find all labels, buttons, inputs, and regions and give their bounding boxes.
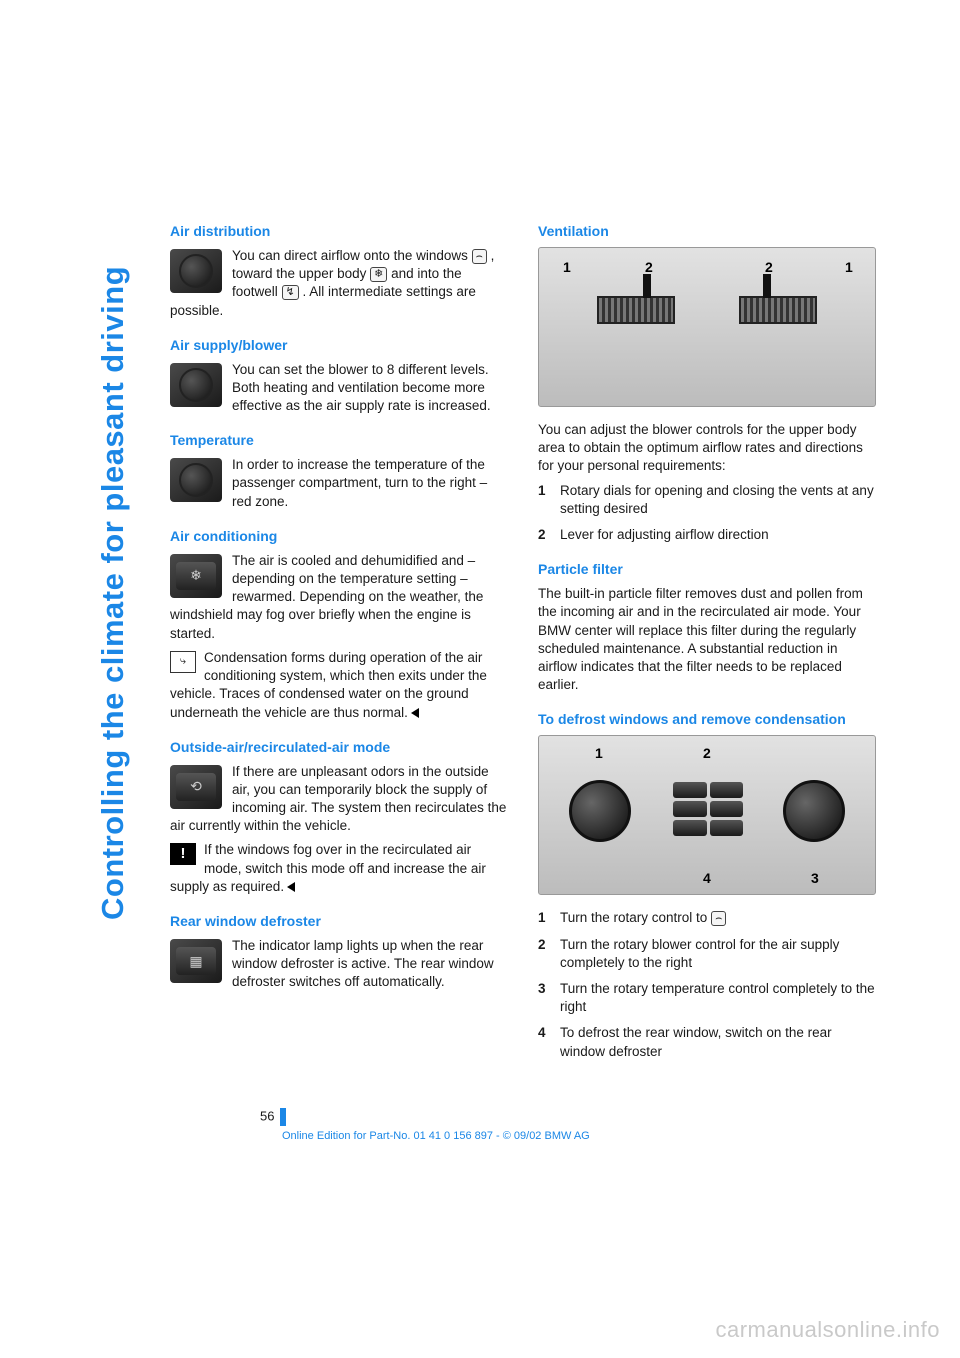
air-supply-text: You can set the blower to 8 different le…	[232, 362, 491, 413]
section-temperature: Temperature In order to increase the tem…	[170, 431, 508, 511]
list-num: 1	[538, 909, 560, 927]
list-text: Turn the rotary control to	[560, 910, 711, 925]
section-defrost: To defrost windows and remove condensati…	[538, 710, 876, 1060]
heading-air-conditioning: Air conditioning	[170, 527, 508, 546]
recirc-warn-block: ! If the windows fog over in the recircu…	[170, 841, 508, 896]
list-text: Lever for adjusting airflow direction	[560, 526, 769, 544]
recirc-button-icon: ⟲	[170, 765, 222, 809]
list-text: Turn the rotary blower control for the a…	[560, 936, 876, 972]
page-number-bar-icon	[280, 1108, 286, 1126]
list-item: 2Turn the rotary blower control for the …	[538, 936, 876, 972]
rear-defrost-text: The indicator lamp lights up when the re…	[232, 938, 494, 989]
rear-defrost-block: ▦ The indicator lamp lights up when the …	[170, 937, 508, 992]
ac-note-text: Condensation forms during operation of t…	[170, 650, 487, 720]
fig-label: 1	[845, 258, 853, 277]
section-air-distribution: Air distribution You can direct airflow …	[170, 222, 508, 320]
fig-label: 1	[563, 258, 571, 277]
heading-temperature: Temperature	[170, 431, 508, 450]
section-title-vertical: Controlling the climate for pleasant dri…	[95, 266, 131, 920]
defrost-glyph-icon: ⌢	[472, 249, 487, 264]
particle-filter-text: The built-in particle filter removes dus…	[538, 585, 876, 694]
recirc-glyph-icon: ⟲	[176, 773, 216, 801]
end-triangle-icon	[411, 708, 419, 718]
vent-lever-icon	[763, 274, 771, 298]
heading-particle-filter: Particle filter	[538, 560, 876, 579]
rear-defrost-button-icon: ▦	[170, 939, 222, 983]
right-column: Ventilation 1 2 2 1 You can adjust the b…	[538, 222, 876, 1077]
list-item: 1Turn the rotary control to ⌢	[538, 909, 876, 927]
dial-icon	[170, 249, 222, 293]
rear-defrost-glyph-icon: ▦	[176, 947, 216, 975]
page-number-value: 56	[260, 1108, 274, 1123]
manual-page: Controlling the climate for pleasant dri…	[0, 0, 960, 1358]
list-num: 2	[538, 936, 560, 972]
fig-label: 1	[595, 744, 603, 763]
heading-air-supply: Air supply/blower	[170, 336, 508, 355]
end-triangle-icon	[287, 882, 295, 892]
list-item: 2Lever for adjusting airflow direction	[538, 526, 876, 544]
rotary-dial-icon	[783, 780, 845, 842]
ventilation-text: You can adjust the blower controls for t…	[538, 421, 876, 476]
note-icon: ⤷	[170, 651, 196, 673]
upper-body-glyph-icon: ❄	[370, 267, 387, 282]
list-item: 3Turn the rotary temperature control com…	[538, 980, 876, 1016]
section-air-conditioning: Air conditioning ❄ The air is cooled and…	[170, 527, 508, 722]
heading-air-distribution: Air distribution	[170, 222, 508, 241]
list-text: Rotary dials for opening and closing the…	[560, 482, 876, 518]
ventilation-figure: 1 2 2 1	[538, 247, 876, 407]
section-recirculated: Outside-air/recirculated-air mode ⟲ If t…	[170, 738, 508, 896]
list-num: 2	[538, 526, 560, 544]
ac-block: ❄ The air is cooled and dehumidified and…	[170, 552, 508, 643]
list-num: 3	[538, 980, 560, 1016]
section-rear-defroster: Rear window defroster ▦ The indicator la…	[170, 912, 508, 992]
vent-slot-icon	[739, 296, 817, 324]
list-item: 1Rotary dials for opening and closing th…	[538, 482, 876, 518]
list-text: Turn the rotary temperature control comp…	[560, 980, 876, 1016]
vent-lever-icon	[643, 274, 651, 298]
section-particle-filter: Particle filter The built-in particle fi…	[538, 560, 876, 694]
warning-icon: !	[170, 843, 196, 865]
temperature-text: In order to increase the temperature of …	[232, 457, 487, 508]
center-buttons-icon	[673, 782, 743, 836]
air-supply-block: You can set the blower to 8 different le…	[170, 361, 508, 416]
recirc-block: ⟲ If there are unpleasant odors in the o…	[170, 763, 508, 836]
defrost-list: 1Turn the rotary control to ⌢ 2Turn the …	[538, 909, 876, 1061]
vent-slot-icon	[597, 296, 675, 324]
air-distribution-block: You can direct airflow onto the windows …	[170, 247, 508, 320]
temperature-dial-icon	[170, 458, 222, 502]
blower-dial-icon	[170, 363, 222, 407]
heading-ventilation: Ventilation	[538, 222, 876, 241]
ac-note-block: ⤷ Condensation forms during operation of…	[170, 649, 508, 722]
list-num: 4	[538, 1024, 560, 1060]
content-columns: Air distribution You can direct airflow …	[170, 222, 880, 1077]
fig-label: 2	[703, 744, 711, 763]
heading-defrost: To defrost windows and remove condensati…	[538, 710, 876, 729]
footer: Online Edition for Part-No. 01 41 0 156 …	[282, 1130, 590, 1142]
ventilation-list: 1Rotary dials for opening and closing th…	[538, 482, 876, 545]
heading-recirculated: Outside-air/recirculated-air mode	[170, 738, 508, 757]
heading-rear-defroster: Rear window defroster	[170, 912, 508, 931]
defrost-figure: 1 2 4 3	[538, 735, 876, 895]
left-column: Air distribution You can direct airflow …	[170, 222, 508, 1077]
ac-button-icon: ❄	[170, 554, 222, 598]
list-item: 4To defrost the rear window, switch on t…	[538, 1024, 876, 1060]
recirc-warn-text: If the windows fog over in the recircula…	[170, 842, 486, 893]
temperature-block: In order to increase the temperature of …	[170, 456, 508, 511]
list-text: To defrost the rear window, switch on th…	[560, 1024, 876, 1060]
air-dist-text-a: You can direct airflow onto the windows	[232, 248, 472, 263]
page-number: 56	[260, 1108, 286, 1126]
footwell-glyph-icon: ↯	[282, 285, 299, 300]
fig-label: 4	[703, 869, 711, 888]
fig-label: 3	[811, 869, 819, 888]
snowflake-icon: ❄	[176, 562, 216, 590]
list-num: 1	[538, 482, 560, 518]
section-air-supply: Air supply/blower You can set the blower…	[170, 336, 508, 416]
watermark: carmanualsonline.info	[715, 1317, 940, 1343]
defrost-glyph-icon: ⌢	[711, 911, 726, 926]
section-ventilation: Ventilation 1 2 2 1 You can adjust the b…	[538, 222, 876, 544]
rotary-dial-icon	[569, 780, 631, 842]
